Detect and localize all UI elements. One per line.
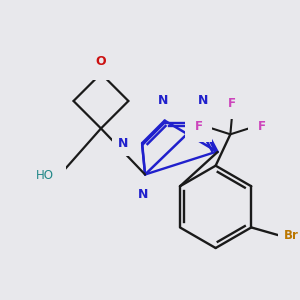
- Text: N: N: [158, 94, 168, 107]
- Text: F: F: [195, 120, 203, 133]
- Text: N: N: [198, 94, 208, 107]
- Text: N: N: [138, 188, 148, 201]
- Text: Br: Br: [284, 229, 298, 242]
- Text: HO: HO: [36, 169, 54, 182]
- Text: N: N: [118, 136, 128, 150]
- Text: F: F: [228, 97, 236, 110]
- Text: O: O: [96, 55, 106, 68]
- Text: F: F: [258, 120, 266, 133]
